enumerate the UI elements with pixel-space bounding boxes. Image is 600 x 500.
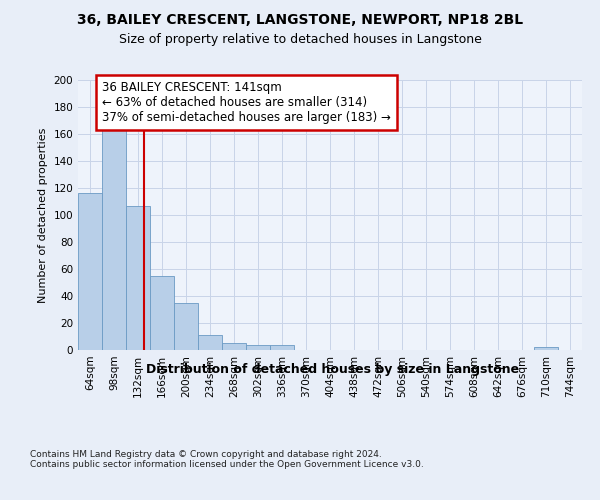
Bar	[270, 344, 294, 350]
Bar	[126, 206, 150, 350]
Bar	[78, 194, 102, 350]
Bar	[198, 335, 222, 350]
Bar	[246, 344, 270, 350]
Text: 36, BAILEY CRESCENT, LANGSTONE, NEWPORT, NP18 2BL: 36, BAILEY CRESCENT, LANGSTONE, NEWPORT,…	[77, 12, 523, 26]
Y-axis label: Number of detached properties: Number of detached properties	[38, 128, 48, 302]
Text: 36 BAILEY CRESCENT: 141sqm
← 63% of detached houses are smaller (314)
37% of sem: 36 BAILEY CRESCENT: 141sqm ← 63% of deta…	[102, 82, 391, 124]
Bar	[222, 343, 246, 350]
Bar	[150, 276, 174, 350]
Bar	[534, 348, 558, 350]
Bar	[174, 302, 198, 350]
Bar	[102, 130, 126, 350]
Text: Contains HM Land Registry data © Crown copyright and database right 2024.
Contai: Contains HM Land Registry data © Crown c…	[30, 450, 424, 469]
Text: Distribution of detached houses by size in Langstone: Distribution of detached houses by size …	[146, 362, 520, 376]
Text: Size of property relative to detached houses in Langstone: Size of property relative to detached ho…	[119, 32, 481, 46]
